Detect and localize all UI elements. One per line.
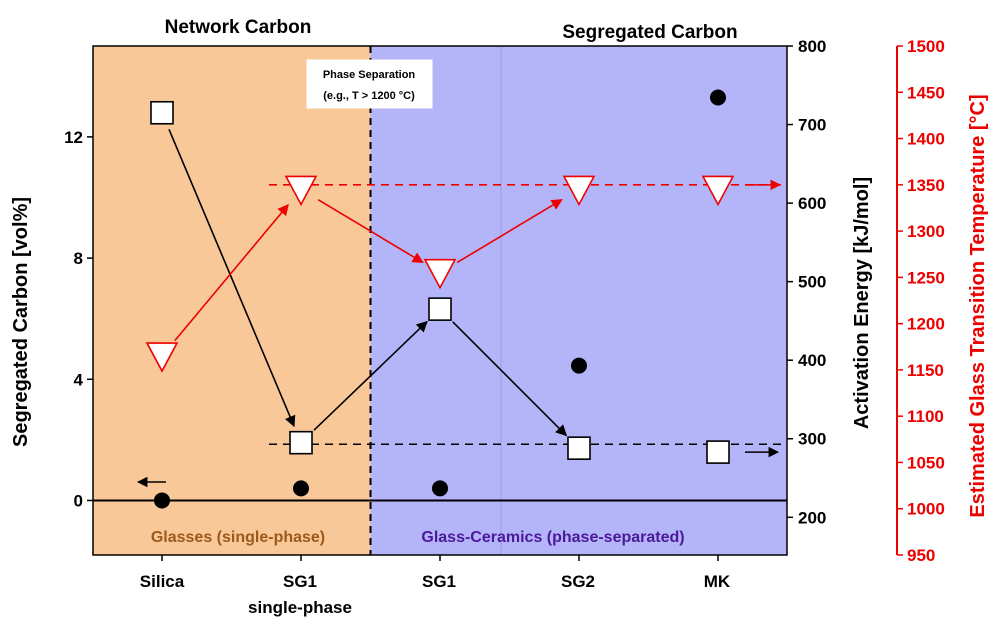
x-tick-labels: Silica SG1 single-phase SG1 SG2 MK [140,572,731,617]
data-point-segregated-carbon [154,492,170,509]
region-label-glass-ceramics: Glass-Ceramics (phase-separated) [421,529,684,546]
y-tick-label-energy: 400 [798,351,826,370]
reference-lines [93,179,787,502]
y-tick-label-energy: 300 [798,430,826,449]
x-axis [161,555,719,561]
y-tick-label-temperature: 1300 [907,222,945,241]
region-glasses [93,46,371,555]
data-point-segregated-carbon [710,89,726,106]
trend-arrow [168,129,296,428]
y-tick-label-temperature: 1100 [907,407,944,426]
y-tick-label-energy: 800 [798,37,826,56]
y-axis-left: 0 4 8 12 [64,128,93,510]
trend-arrow [317,199,424,264]
trend-arrows [168,129,568,437]
data-point-glass-transition [423,258,457,290]
x-tick-label: MK [704,572,731,591]
data-marks [145,89,735,509]
y-tick-label-temperature: 1250 [907,268,945,287]
data-point-activation-energy [289,430,313,455]
y-tick-label-left: 8 [74,249,83,268]
data-point-glass-transition [284,175,318,207]
y-tick-label-temperature: 1050 [907,453,945,472]
y-tick-label-temperature: 1450 [907,83,945,102]
data-point-activation-energy [706,440,730,464]
x-tick-sublabel: single-phase [248,598,352,617]
y-axis-temperature-label: Estimated Glass Transition Temperature [… [967,94,989,517]
y-tick-label-temperature: 1150 [907,361,944,380]
data-point-activation-energy [428,297,452,321]
trend-arrow [174,203,289,342]
phase-separation-condition: (e.g., T > 1200 °C) [323,90,415,102]
x-tick-label: Silica [140,572,185,591]
data-point-segregated-carbon [571,357,587,374]
y-tick-label-temperature: 1500 [907,37,945,56]
y-tick-label-energy: 700 [798,116,826,135]
phase-separation-note: Phase Separation (e.g., T > 1200 °C) [306,59,433,109]
data-point-glass-transition [562,175,596,207]
y-tick-label-left: 0 [74,491,83,510]
trend-arrow [456,199,563,264]
y-axis-glass-transition-temperature: 950 1000 1050 1100 1150 1200 1250 1300 1350 1400 1… [896,37,945,565]
header-segregated-carbon: Segregated Carbon [562,22,737,43]
data-point-activation-energy [150,100,174,125]
y-tick-label-energy: 600 [798,194,826,213]
y-tick-label-temperature: 1200 [907,315,945,334]
data-point-activation-energy [567,436,591,460]
y-axis-energy-label: Activation Energy [kJ/mol] [851,177,873,429]
y-tick-label-temperature: 950 [907,546,935,565]
trend-arrow [452,321,568,437]
x-tick-label: SG1 [283,572,317,591]
data-point-segregated-carbon [432,480,448,497]
y-tick-label-left: 4 [74,370,84,389]
data-point-glass-transition [701,175,735,207]
header-network-carbon: Network Carbon [165,17,312,38]
phase-separation-title: Phase Separation [323,69,416,81]
trend-arrow [313,320,428,431]
y-tick-label-energy: 200 [798,508,826,527]
y-tick-label-temperature: 1400 [907,130,945,149]
x-tick-label: SG1 [422,572,456,591]
y-tick-label-left: 12 [64,128,83,147]
data-point-glass-transition [145,342,179,373]
y-tick-label-energy: 500 [798,273,826,292]
x-tick-label: SG2 [561,572,595,591]
region-label-glasses: Glasses (single-phase) [151,529,325,546]
y-axis-activation-energy: 200 300 400 500 600 700 800 [787,37,826,527]
y-tick-label-temperature: 1350 [907,176,945,195]
regions [92,45,788,556]
data-point-segregated-carbon [293,480,309,497]
y-axis-left-label: Segregated Carbon [vol%] [10,197,32,447]
y-tick-label-temperature: 1000 [907,500,945,519]
